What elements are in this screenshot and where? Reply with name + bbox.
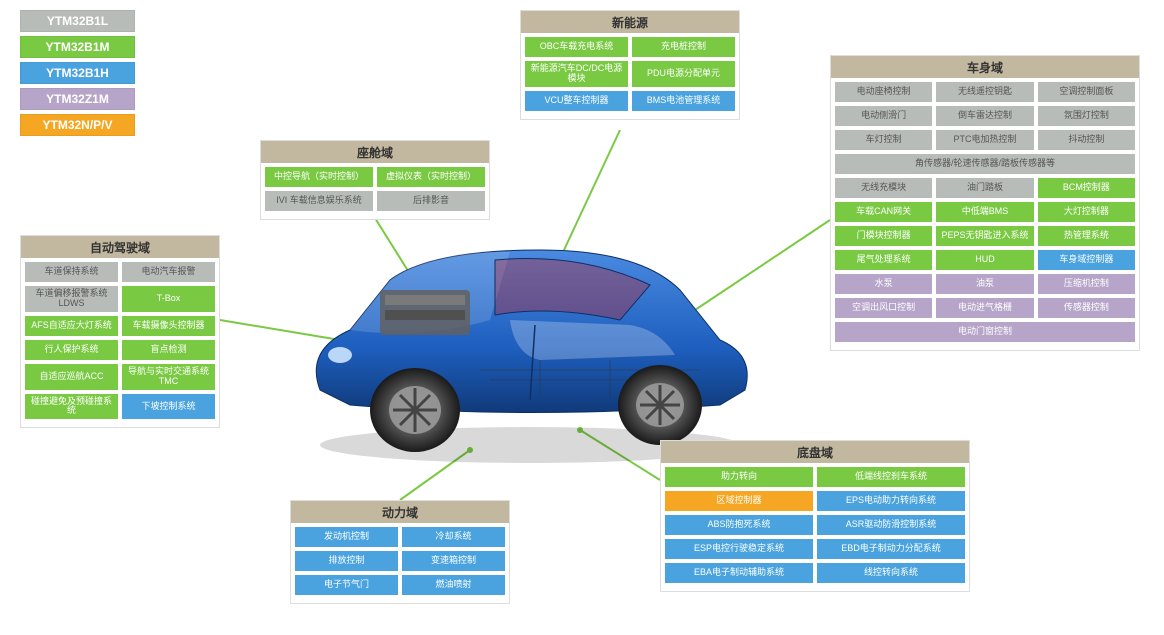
cell: 虚拟仪表（实时控制） [377, 167, 485, 187]
legend-item-b1l: YTM32B1L [20, 10, 135, 32]
cell: ASR驱动防滑控制系统 [817, 515, 965, 535]
cell: 区域控制器 [665, 491, 813, 511]
cell: 空调出风口控制 [835, 298, 932, 318]
cell: 无线充模块 [835, 178, 932, 198]
panel-chassis: 底盘域助力转向低端线控刹车系统区域控制器EPS电动助力转向系统ABS防抱死系统A… [660, 440, 970, 592]
cell: 无线遥控钥匙 [936, 82, 1033, 102]
cell: 车灯控制 [835, 130, 932, 150]
cell: 盲点检测 [122, 340, 215, 360]
cell: ESP电控行驶稳定系统 [665, 539, 813, 559]
cell: ABS防抱死系统 [665, 515, 813, 535]
cell: 门模块控制器 [835, 226, 932, 246]
legend-item-z1m: YTM32Z1M [20, 88, 135, 110]
cell: 氛围灯控制 [1038, 106, 1135, 126]
legend-item-b1m: YTM32B1M [20, 36, 135, 58]
cell: PDU电源分配单元 [632, 61, 735, 87]
cell: 线控转向系统 [817, 563, 965, 583]
panel-title: 座舱域 [261, 141, 489, 163]
cell: OBC车载充电系统 [525, 37, 628, 57]
cell: 抖动控制 [1038, 130, 1135, 150]
panel-title: 底盘域 [661, 441, 969, 463]
cell: 电动进气格栅 [936, 298, 1033, 318]
panel-body: 助力转向低端线控刹车系统区域控制器EPS电动助力转向系统ABS防抱死系统ASR驱… [661, 463, 969, 591]
panel-body: 发动机控制冷却系统排放控制变速箱控制电子节气门燃油喷射 [291, 523, 509, 603]
legend: YTM32B1L YTM32B1M YTM32B1H YTM32Z1M YTM3… [20, 10, 135, 140]
cell: 碰撞避免及预碰撞系统 [25, 394, 118, 420]
cell: 冷却系统 [402, 527, 505, 547]
cell: 后排影音 [377, 191, 485, 211]
panel-body: 车道保持系统电动汽车报警车道偏移报警系统LDWST-BoxAFS自适应大灯系统车… [21, 258, 219, 427]
cell: 中控导航（实时控制） [265, 167, 373, 187]
cell: 大灯控制器 [1038, 202, 1135, 222]
cell: 发动机控制 [295, 527, 398, 547]
legend-item-npv: YTM32N/P/V [20, 114, 135, 136]
cell: 水泵 [835, 274, 932, 294]
cell: EBA电子制动辅助系统 [665, 563, 813, 583]
cell: 油门踏板 [936, 178, 1033, 198]
cell: 压缩机控制 [1038, 274, 1135, 294]
panel-body: 电动座椅控制无线遥控钥匙空调控制面板电动侧滑门倒车雷达控制氛围灯控制车灯控制PT… [831, 78, 1139, 350]
cell: 车载摄像头控制器 [122, 316, 215, 336]
cell: 行人保护系统 [25, 340, 118, 360]
cell: VCU整车控制器 [525, 91, 628, 111]
cell: 倒车雷达控制 [936, 106, 1033, 126]
cell: BMS电池管理系统 [632, 91, 735, 111]
cell: 变速箱控制 [402, 551, 505, 571]
cell: 自适应巡航ACC [25, 364, 118, 390]
cell: 电动侧滑门 [835, 106, 932, 126]
panel-body: 中控导航（实时控制）虚拟仪表（实时控制）IVI 车载信息娱乐系统后排影音 [261, 163, 489, 219]
cell: 空调控制面板 [1038, 82, 1135, 102]
cell: 车道偏移报警系统LDWS [25, 286, 118, 312]
legend-item-b1h: YTM32B1H [20, 62, 135, 84]
car-illustration [280, 220, 770, 470]
panel-cabin: 座舱域中控导航（实时控制）虚拟仪表（实时控制）IVI 车载信息娱乐系统后排影音 [260, 140, 490, 220]
panel-body: OBC车载充电系统充电桩控制新能源汽车DC/DC电源模块PDU电源分配单元VCU… [521, 33, 739, 119]
panel-newenergy: 新能源OBC车载充电系统充电桩控制新能源汽车DC/DC电源模块PDU电源分配单元… [520, 10, 740, 120]
cell: 电子节气门 [295, 575, 398, 595]
panel-autodrive: 自动驾驶域车道保持系统电动汽车报警车道偏移报警系统LDWST-BoxAFS自适应… [20, 235, 220, 428]
cell: EBD电子制动力分配系统 [817, 539, 965, 559]
cell: 充电桩控制 [632, 37, 735, 57]
cell: 车载CAN网关 [835, 202, 932, 222]
cell: 油泵 [936, 274, 1033, 294]
cell: 热管理系统 [1038, 226, 1135, 246]
cell: 角传感器/轮速传感器/踏板传感器等 [835, 154, 1135, 174]
cell: 车道保持系统 [25, 262, 118, 282]
cell: 电动座椅控制 [835, 82, 932, 102]
panel-title: 车身域 [831, 56, 1139, 78]
cell: 传感器控制 [1038, 298, 1135, 318]
cell: AFS自适应大灯系统 [25, 316, 118, 336]
panel-body: 车身域电动座椅控制无线遥控钥匙空调控制面板电动侧滑门倒车雷达控制氛围灯控制车灯控… [830, 55, 1140, 351]
cell: 下坡控制系统 [122, 394, 215, 420]
cell: PEPS无钥匙进入系统 [936, 226, 1033, 246]
cell: 电动汽车报警 [122, 262, 215, 282]
cell: 新能源汽车DC/DC电源模块 [525, 61, 628, 87]
cell: EPS电动助力转向系统 [817, 491, 965, 511]
cell: 低端线控刹车系统 [817, 467, 965, 487]
cell: 排放控制 [295, 551, 398, 571]
panel-title: 动力域 [291, 501, 509, 523]
cell: BCM控制器 [1038, 178, 1135, 198]
panel-title: 自动驾驶域 [21, 236, 219, 258]
cell: 尾气处理系统 [835, 250, 932, 270]
cell: IVI 车载信息娱乐系统 [265, 191, 373, 211]
cell: 车身域控制器 [1038, 250, 1135, 270]
cell: PTC电加热控制 [936, 130, 1033, 150]
panel-title: 新能源 [521, 11, 739, 33]
cell: 电动门窗控制 [835, 322, 1135, 342]
cell: 燃油喷射 [402, 575, 505, 595]
cell: 导航与实时交通系统TMC [122, 364, 215, 390]
cell: HUD [936, 250, 1033, 270]
cell: 助力转向 [665, 467, 813, 487]
cell: T-Box [122, 286, 215, 312]
cell: 中低端BMS [936, 202, 1033, 222]
panel-power: 动力域发动机控制冷却系统排放控制变速箱控制电子节气门燃油喷射 [290, 500, 510, 604]
